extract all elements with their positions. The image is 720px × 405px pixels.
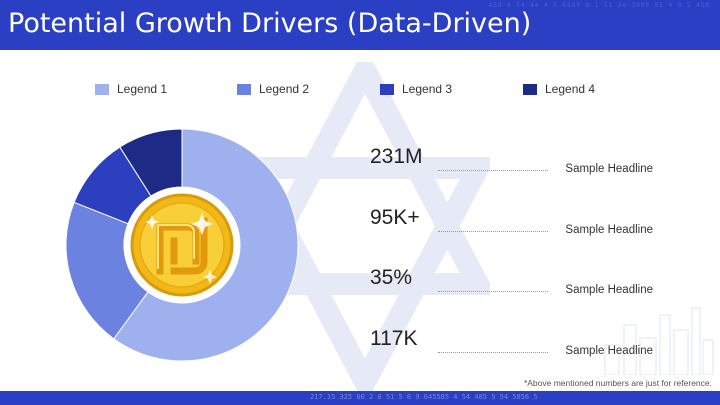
legend-item-3: Legend 3 xyxy=(380,82,452,96)
stat-value-1: 231M xyxy=(370,145,423,168)
footer-decoration: 217.15 325 00 2 0 51 5 6 9 645585 4 54 4… xyxy=(310,393,538,401)
donut-chart xyxy=(65,128,299,362)
stat-label-1: Sample Headline xyxy=(565,163,653,175)
legend-item-1: Legend 1 xyxy=(95,82,167,96)
stat-leader-line xyxy=(438,352,548,353)
stat-value-2: 95K+ xyxy=(370,206,420,229)
legend-swatch-2 xyxy=(237,83,251,95)
shekel-coin-icon xyxy=(124,187,240,303)
stat-value-3: 35% xyxy=(370,266,413,289)
footnote: *Above mentioned numbers are just for re… xyxy=(523,378,712,388)
legend-label-1: Legend 1 xyxy=(117,82,168,96)
city-skyline-decoration xyxy=(604,307,714,375)
legend-label-3: Legend 3 xyxy=(402,82,453,96)
stat-value-4: 117K xyxy=(370,327,418,350)
footer-bar: 217.15 325 00 2 0 51 5 6 9 645585 4 54 4… xyxy=(0,391,720,405)
legend-swatch-3 xyxy=(380,83,394,95)
legend-swatch-4 xyxy=(523,83,537,95)
legend-item-2: Legend 2 xyxy=(237,82,309,96)
legend-label-4: Legend 4 xyxy=(545,82,596,96)
stat-row-1: 231M Sample Headline xyxy=(370,145,660,175)
donut-slice-1 xyxy=(113,128,299,362)
legend-swatch-1 xyxy=(95,83,109,95)
stat-label-2: Sample Headline xyxy=(565,224,653,236)
title-bar: 458 4 54 44 4 5 6859 8 1 51 20 3000 05 9… xyxy=(0,0,720,50)
header-decoration: 458 4 54 44 4 5 6859 8 1 51 20 3000 05 9… xyxy=(488,2,710,9)
stat-row-3: 35% Sample Headline xyxy=(370,266,660,296)
legend-label-2: Legend 2 xyxy=(259,82,310,96)
donut-slices xyxy=(65,128,299,362)
star-of-david-background-icon xyxy=(240,62,490,392)
stat-leader-line xyxy=(438,231,548,232)
legend-item-4: Legend 4 xyxy=(523,82,595,96)
stat-label-4: Sample Headline xyxy=(565,345,653,357)
stat-row-4: 117K Sample Headline xyxy=(370,327,660,357)
stat-leader-line xyxy=(438,170,548,171)
stat-leader-line xyxy=(438,291,548,292)
stat-label-3: Sample Headline xyxy=(565,284,653,296)
stat-row-2: 95K+ Sample Headline xyxy=(370,206,660,236)
chart-legend: Legend 1 Legend 2 Legend 3 Legend 4 xyxy=(95,82,655,98)
page-title: Potential Growth Drivers (Data-Driven) xyxy=(8,8,532,39)
